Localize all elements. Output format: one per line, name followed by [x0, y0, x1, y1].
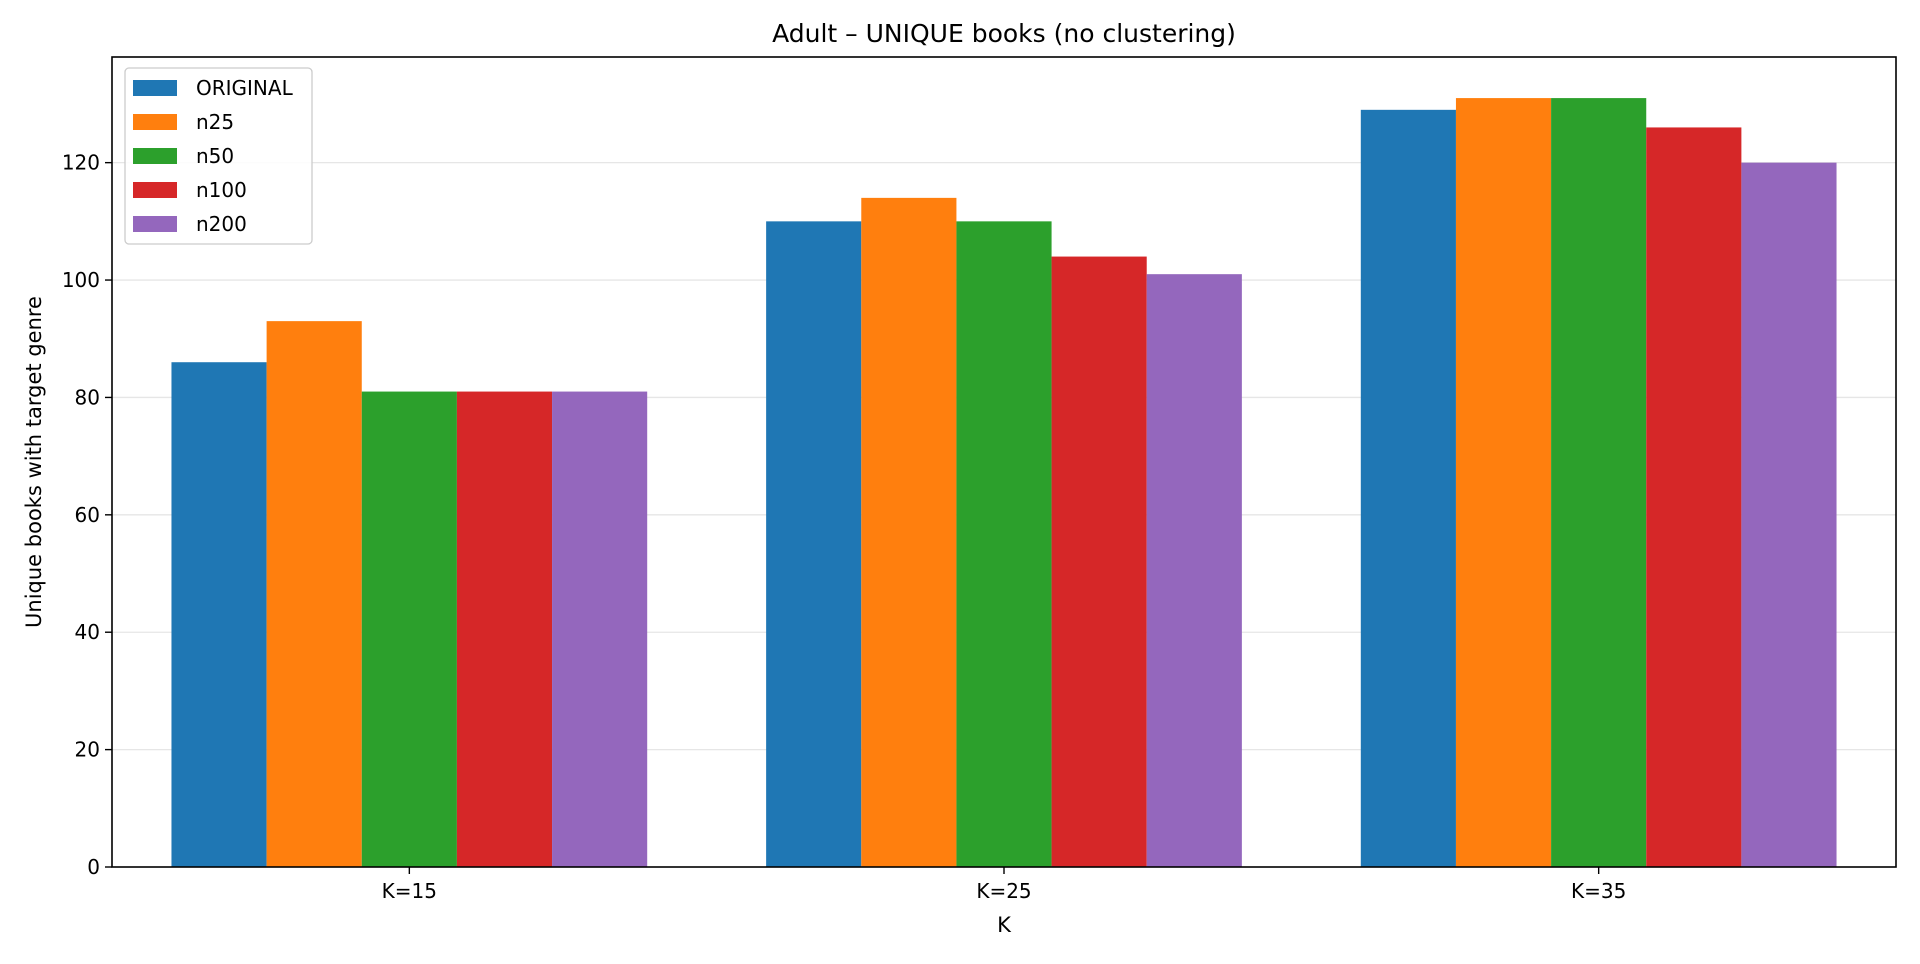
- bar-n50-k25: [956, 221, 1052, 867]
- legend-label-original: ORIGINAL: [196, 76, 294, 100]
- bar-n200-k35: [1741, 162, 1837, 868]
- bar-n200-k15: [552, 391, 648, 867]
- x-tick-label: K=25: [976, 879, 1031, 903]
- bar-n25-k25: [861, 197, 957, 867]
- y-tick-label: 120: [62, 151, 100, 175]
- legend-label-n25: n25: [196, 110, 234, 134]
- bar-n25-k35: [1455, 98, 1552, 867]
- legend-swatch-n50: [133, 148, 177, 164]
- bar-n100-k15: [456, 391, 553, 867]
- legend-label-n200: n200: [196, 212, 247, 236]
- chart-title: Adult – UNIQUE books (no clustering): [772, 19, 1236, 48]
- x-axis-ticks: K=15 K=25 K=35: [382, 867, 1626, 903]
- y-tick-label: 40: [75, 620, 100, 644]
- y-tick-label: 80: [75, 385, 100, 409]
- bars: [171, 98, 1837, 868]
- x-tick-label: K=15: [382, 879, 437, 903]
- legend-box: [124, 67, 313, 245]
- legend-swatch-n200: [133, 216, 177, 232]
- y-tick-label: 60: [75, 503, 100, 527]
- bar-original-k15: [171, 362, 267, 867]
- bar-original-k25: [766, 221, 862, 867]
- bar-n100-k35: [1646, 127, 1742, 867]
- y-tick-label: 20: [75, 738, 100, 762]
- legend-swatch-original: [133, 80, 177, 96]
- y-axis-ticks: 0 20 40 60 80 100 120: [62, 151, 112, 879]
- bar-original-k35: [1360, 109, 1456, 867]
- bar-n50-k15: [361, 391, 457, 867]
- x-tick-label: K=35: [1571, 879, 1626, 903]
- legend-label-n100: n100: [196, 178, 247, 202]
- y-tick-label: 0: [87, 855, 100, 879]
- x-axis-label: K: [997, 913, 1012, 937]
- bar-n25-k15: [266, 321, 362, 867]
- y-axis-label: Unique books with target genre: [22, 296, 46, 628]
- bar-n50-k35: [1551, 98, 1647, 867]
- y-tick-label: 100: [62, 268, 100, 292]
- bar-n200-k25: [1146, 274, 1242, 867]
- legend-label-n50: n50: [196, 144, 234, 168]
- bar-n100-k25: [1051, 256, 1147, 868]
- legend: ORIGINAL n25 n50 n100 n200: [124, 67, 313, 245]
- legend-swatch-n100: [133, 182, 177, 198]
- legend-swatch-n25: [133, 114, 177, 130]
